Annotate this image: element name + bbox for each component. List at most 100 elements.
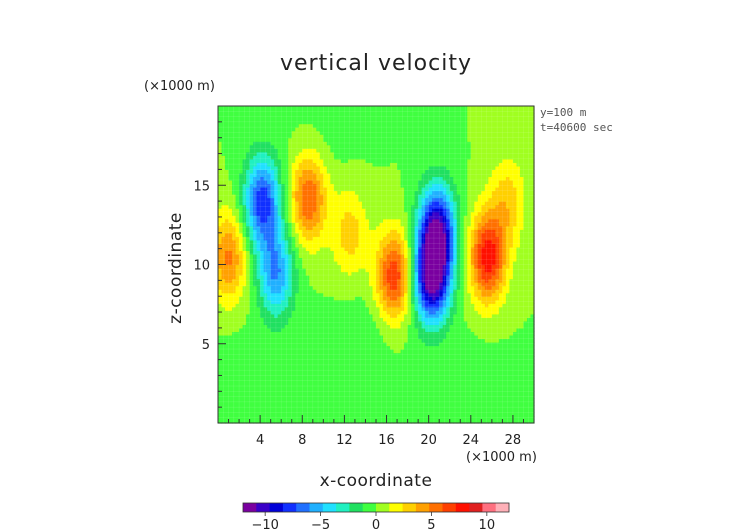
contour-cell <box>361 141 367 146</box>
contour-cell <box>316 366 321 371</box>
contour-cell <box>390 239 395 244</box>
contour-cell <box>344 331 349 336</box>
contour-cell <box>340 313 345 318</box>
contour-cell <box>393 289 398 294</box>
contour-cell <box>390 232 395 237</box>
contour-cell <box>379 359 384 364</box>
contour-cell <box>344 387 349 392</box>
contour-cell <box>376 394 381 399</box>
contour-cell <box>330 352 335 357</box>
contour-cell <box>260 380 265 385</box>
contour-cell <box>316 137 321 142</box>
contour-cell <box>323 306 328 311</box>
contour-cell <box>235 264 240 269</box>
contour-cell <box>309 408 314 414</box>
contour-cell <box>288 384 293 389</box>
contour-cell <box>249 243 254 248</box>
contour-cell <box>361 292 367 297</box>
contour-cell <box>323 391 328 396</box>
contour-cell <box>361 201 367 206</box>
contour-cell <box>284 116 289 121</box>
contour-cell <box>358 320 363 325</box>
contour-cell <box>372 144 377 149</box>
contour-cell <box>316 387 321 392</box>
contour-cell <box>323 260 328 266</box>
contour-cell <box>239 296 244 301</box>
contour-cell <box>386 123 391 128</box>
contour-cell <box>344 363 349 368</box>
contour-cell <box>361 349 367 354</box>
contour-cell <box>288 222 293 227</box>
contour-cell <box>337 324 342 329</box>
contour-cell <box>333 162 338 167</box>
contour-cell <box>228 282 233 287</box>
contour-cell <box>340 137 345 142</box>
contour-cell <box>298 282 303 287</box>
contour-cell <box>400 197 405 202</box>
contour-cell <box>263 183 268 188</box>
contour-cell <box>347 352 353 357</box>
contour-cell <box>347 401 353 406</box>
contour-cell <box>390 373 395 378</box>
contour-cell <box>404 257 409 262</box>
contour-cell <box>340 359 345 364</box>
contour-cell <box>295 148 300 153</box>
contour-cell <box>225 190 230 195</box>
contour-cell <box>316 345 321 350</box>
contour-cell <box>281 190 286 195</box>
contour-cell <box>267 236 272 241</box>
contour-cell <box>263 236 268 241</box>
contour-cell <box>383 306 388 311</box>
contour-cell <box>256 313 261 318</box>
contour-cell <box>281 187 286 192</box>
contour-cell <box>407 282 412 287</box>
contour-cell <box>400 324 405 329</box>
contour-cell <box>274 331 279 336</box>
contour-cell <box>323 162 328 167</box>
contour-cell <box>284 113 289 118</box>
contour-cell <box>390 106 395 111</box>
contour-cell <box>291 113 296 118</box>
contour-cell <box>358 359 363 364</box>
contour-cell <box>295 313 300 318</box>
contour-cell <box>218 194 223 199</box>
contour-cell <box>390 268 395 273</box>
contour-cell <box>260 236 265 241</box>
contour-cell <box>284 401 289 406</box>
contour-cell <box>358 187 363 192</box>
contour-cell <box>365 373 370 378</box>
contour-cell <box>284 148 289 153</box>
contour-cell <box>365 179 370 185</box>
contour-cell <box>221 253 226 259</box>
contour-cell <box>326 289 331 294</box>
contour-cell <box>347 419 353 424</box>
contour-cell <box>291 394 296 399</box>
contour-cell <box>274 384 279 389</box>
contour-cell <box>407 387 412 392</box>
contour-cell <box>225 303 230 308</box>
contour-cell <box>337 408 342 414</box>
contour-cell <box>365 380 370 385</box>
contour-cell <box>372 215 377 220</box>
contour-cell <box>316 384 321 389</box>
contour-cell <box>305 141 310 146</box>
contour-cell <box>221 320 226 325</box>
contour-cell <box>344 179 349 185</box>
contour-cell <box>270 113 275 118</box>
contour-cell <box>295 197 300 202</box>
contour-cell <box>319 352 324 357</box>
contour-cell <box>393 334 398 340</box>
contour-cell <box>379 165 384 170</box>
contour-cell <box>358 179 363 185</box>
contour-cell <box>319 187 324 192</box>
contour-cell <box>365 345 370 350</box>
contour-cell <box>305 148 310 153</box>
contour-cell <box>330 306 335 311</box>
contour-cell <box>354 169 360 174</box>
contour-cell <box>267 158 272 163</box>
contour-cell <box>372 236 377 241</box>
contour-cell <box>330 225 335 230</box>
contour-cell <box>404 144 409 149</box>
contour-cell <box>316 278 321 283</box>
contour-cell <box>242 229 247 234</box>
